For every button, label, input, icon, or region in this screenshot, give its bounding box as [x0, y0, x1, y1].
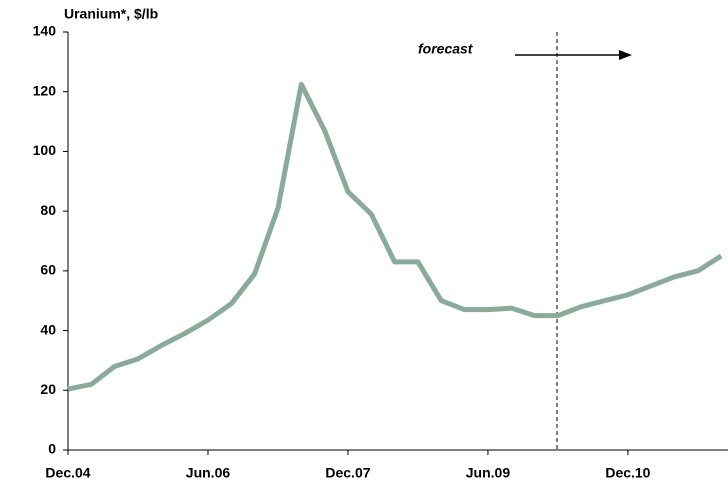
- data-line: [67, 81, 723, 392]
- y-axis-label: Uranium*, $/lb: [64, 6, 158, 22]
- y-tick-label: 80: [40, 202, 56, 218]
- y-tick-label: 100: [33, 142, 57, 158]
- x-tick-label: Dec.04: [45, 465, 90, 481]
- y-tick-label: 40: [40, 321, 56, 337]
- forecast-label: forecast: [418, 41, 474, 57]
- x-tick-label: Jun.06: [186, 465, 231, 481]
- y-tick-label: 20: [40, 381, 56, 397]
- forecast-arrowhead: [619, 50, 632, 60]
- x-tick-label: Dec.10: [605, 465, 650, 481]
- y-tick-label: 140: [33, 23, 57, 39]
- y-tick-label: 120: [33, 82, 57, 98]
- x-tick-label: Dec.07: [325, 465, 370, 481]
- y-tick-label: 0: [48, 441, 56, 457]
- y-tick-label: 60: [40, 262, 56, 278]
- x-tick-label: Jun.09: [466, 465, 511, 481]
